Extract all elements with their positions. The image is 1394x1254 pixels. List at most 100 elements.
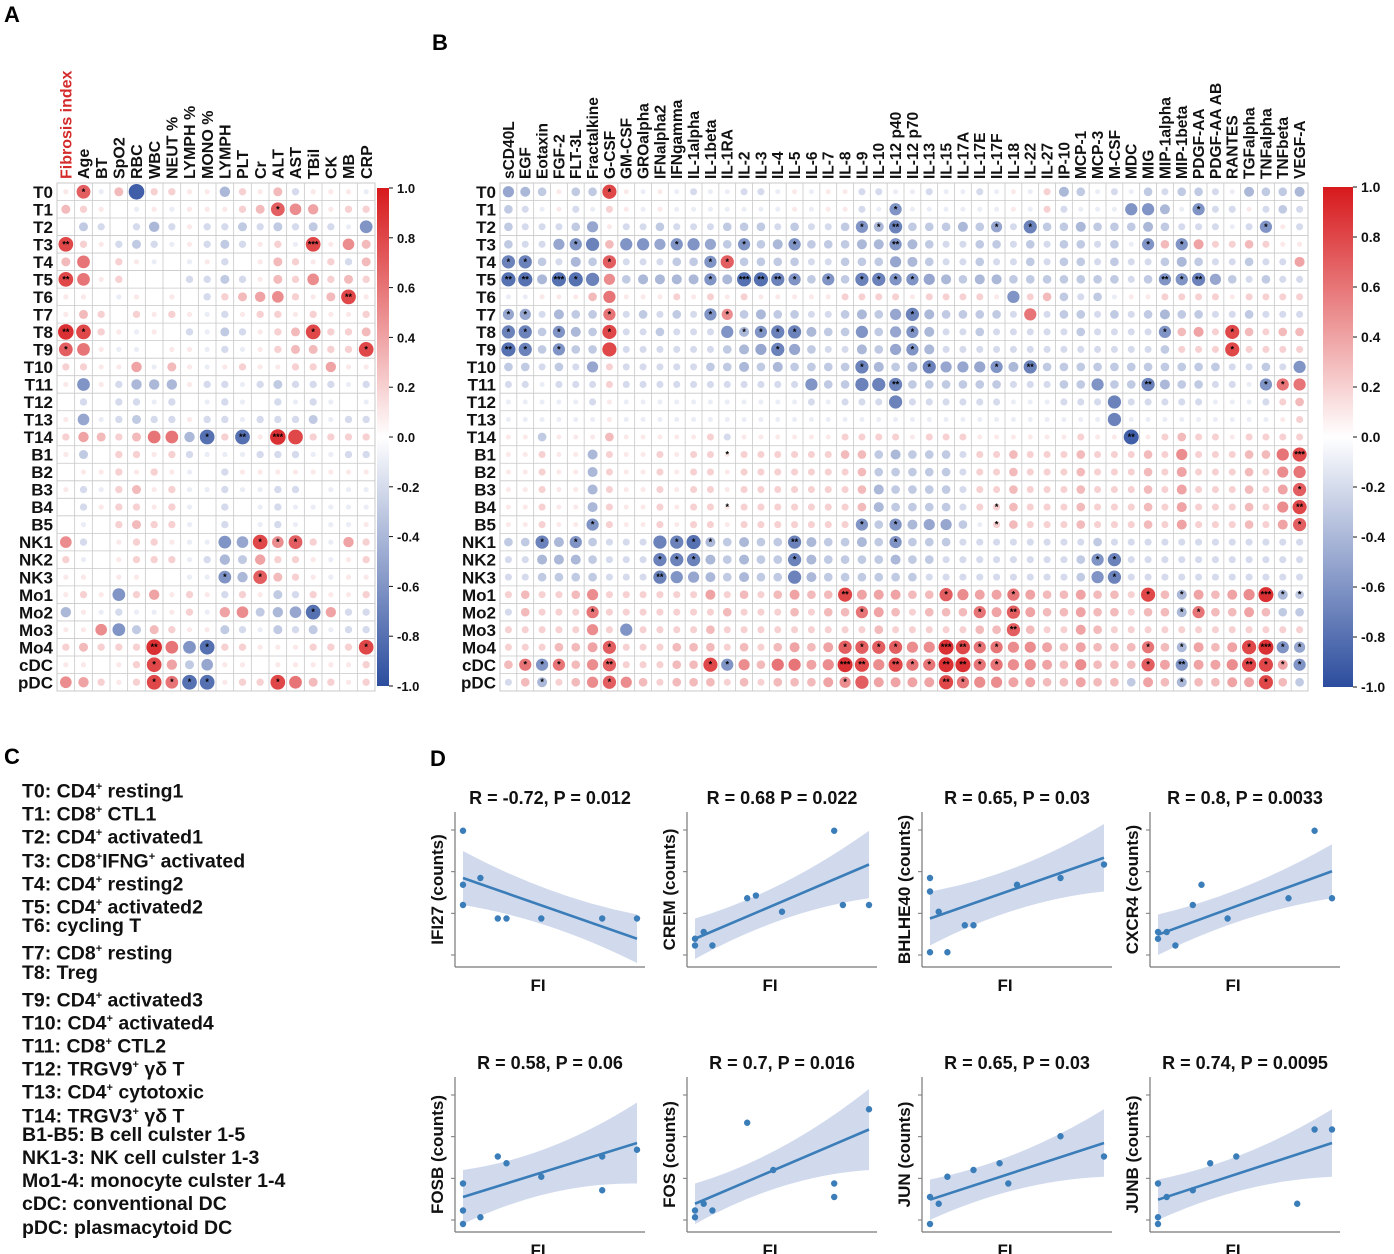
b-cell-circle xyxy=(586,361,599,373)
b-cell-circle xyxy=(858,293,866,301)
b-cell-circle xyxy=(622,380,630,388)
b-cell-circle xyxy=(1043,573,1051,581)
b-cell-circle xyxy=(1262,258,1270,266)
b-cell-circle xyxy=(504,678,512,686)
b-cell-circle xyxy=(520,607,530,617)
b-cell-circle xyxy=(656,661,664,669)
a-cell-circle xyxy=(328,486,334,493)
legend-id: T3: xyxy=(22,850,57,873)
a-significance-mark: * xyxy=(205,677,209,687)
b-cell-circle xyxy=(1044,434,1050,440)
a-significance-mark: ** xyxy=(62,274,70,284)
b-cell-circle xyxy=(522,504,528,510)
regression-line xyxy=(462,1141,638,1199)
a-cell-circle xyxy=(79,240,88,248)
b-cell-circle xyxy=(586,659,599,671)
b-cell-circle xyxy=(501,272,516,287)
b-cell-circle xyxy=(1075,677,1086,688)
b-cell-circle xyxy=(1262,433,1270,441)
subplot-xlabel: FI xyxy=(1225,976,1240,995)
b-cell-circle xyxy=(1245,293,1253,301)
b-cell-circle xyxy=(1228,240,1236,248)
b-cell-circle xyxy=(791,450,799,459)
b-cell-circle xyxy=(959,556,967,564)
a-cell-circle xyxy=(165,430,179,444)
a-cell-circle xyxy=(327,433,335,441)
a-cell-circle xyxy=(133,609,140,615)
b-cell-circle xyxy=(570,256,581,267)
b-cell-circle xyxy=(874,572,884,582)
a-cell-circle xyxy=(150,555,158,564)
b-cell-circle xyxy=(690,310,698,318)
b-cell-circle xyxy=(1009,275,1018,284)
b-cell-circle xyxy=(1043,240,1051,248)
b-cell-circle xyxy=(906,641,919,653)
b-cell-circle xyxy=(690,503,698,511)
a-cell-circle xyxy=(116,364,122,370)
a-row-label: cDC xyxy=(19,656,53,675)
b-cell-circle xyxy=(672,660,682,670)
regression-line xyxy=(462,876,638,940)
b-cell-circle xyxy=(674,434,680,440)
b-cell-circle xyxy=(1211,573,1219,581)
a-cell-circle xyxy=(97,310,105,319)
b-cell-circle xyxy=(959,398,967,406)
legend-entry: T1: CD8+ CTL1 xyxy=(22,799,412,826)
b-cell-circle xyxy=(841,433,849,441)
b-cell-circle xyxy=(874,520,884,529)
b-cell-circle xyxy=(1296,345,1304,353)
a-cell-circle xyxy=(79,590,88,599)
a-cell-circle xyxy=(362,678,370,686)
b-cell-circle xyxy=(1094,468,1102,476)
b-cell-circle xyxy=(522,399,528,405)
a-cell-circle xyxy=(151,311,157,317)
b-cell-circle xyxy=(1246,206,1252,212)
a-cell-circle xyxy=(203,555,211,564)
a-cell-circle xyxy=(63,627,69,633)
b-significance-mark: * xyxy=(776,327,780,337)
b-cell-circle xyxy=(1026,328,1034,336)
a-row-label: T13 xyxy=(24,411,53,430)
data-point xyxy=(1189,901,1197,909)
b-cell-circle xyxy=(1060,521,1068,529)
a-cell-circle xyxy=(238,626,247,634)
b-cell-circle xyxy=(588,572,597,582)
b-cell-circle xyxy=(1060,486,1068,494)
b-cell-circle xyxy=(605,521,613,529)
b-significance-mark: * xyxy=(843,642,847,652)
b-cell-circle xyxy=(1277,501,1289,513)
a-significance-mark: * xyxy=(64,344,68,354)
a-cell-circle xyxy=(291,363,300,371)
b-cell-circle xyxy=(889,326,902,338)
b-cell-circle xyxy=(757,521,765,529)
b-cell-circle xyxy=(1077,398,1085,406)
a-cell-circle xyxy=(117,313,121,316)
b-cell-circle xyxy=(706,293,714,301)
b-cell-circle xyxy=(1027,399,1033,405)
b-cell-circle xyxy=(1076,502,1086,512)
b-cell-circle xyxy=(1227,642,1238,653)
b-cell-circle xyxy=(1295,607,1304,617)
a-cell-circle xyxy=(186,627,193,633)
b-cell-circle xyxy=(552,325,566,339)
b-cell-circle xyxy=(942,258,950,266)
a-cell-circle xyxy=(152,575,156,579)
b-significance-mark: * xyxy=(1180,274,1184,284)
a-cell-circle xyxy=(289,203,302,216)
b-col-label: IL-5 xyxy=(787,151,804,179)
a-col-label: SpO2 xyxy=(111,137,128,179)
legend-desc: conventional DC xyxy=(72,1193,227,1216)
b-cell-circle xyxy=(824,626,832,634)
b-significance-mark: ** xyxy=(943,677,951,687)
b-cell-circle xyxy=(840,555,850,564)
b-cell-circle xyxy=(1076,450,1086,459)
a-cell-circle xyxy=(221,398,229,406)
b-cell-circle xyxy=(704,238,717,250)
b-cell-circle xyxy=(908,590,917,599)
legend-tail: γδ T xyxy=(138,1058,185,1081)
data-point xyxy=(459,881,467,888)
b-cell-circle xyxy=(1277,659,1288,670)
b-cell-circle xyxy=(924,222,934,232)
a-cell-circle xyxy=(199,639,215,655)
a-cell-circle xyxy=(345,381,352,388)
